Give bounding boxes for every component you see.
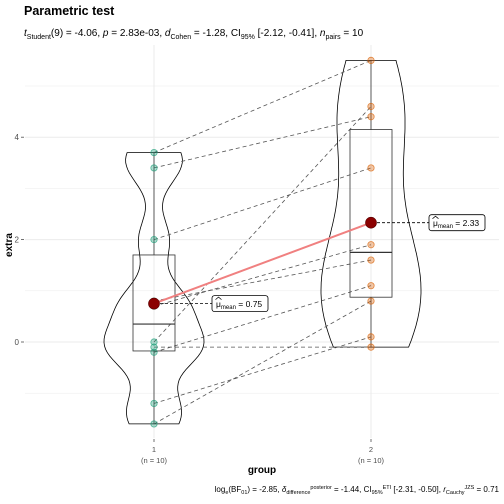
data-point: [367, 333, 375, 341]
pair-line: [153, 300, 372, 425]
data-point: [367, 102, 375, 111]
hat-symbol: [432, 215, 439, 219]
pair-line: [153, 106, 372, 343]
data-point: [150, 343, 158, 351]
boxplots: [132, 60, 393, 424]
data-point: [367, 241, 375, 249]
violins: [103, 60, 422, 425]
violin-1: [103, 152, 205, 425]
mean-label-box: [428, 214, 486, 232]
hat-symbol: [215, 296, 222, 300]
x-tick-label: 1: [152, 445, 156, 454]
x-tick-count: (n = 10): [358, 456, 385, 465]
pair-line: [153, 60, 372, 153]
data-point: [150, 420, 158, 428]
data-point: [150, 348, 158, 356]
chart-subtitle: tStudent(9) = -4.06, p = 2.83e-03, dCohe…: [24, 28, 364, 41]
plot-panel: μmean = 0.75 μmean = 2.33: [25, 45, 499, 438]
mean-point: [148, 297, 160, 310]
data-point: [367, 343, 375, 351]
x-axis: 1 (n = 10) 2 (n = 10): [141, 439, 385, 465]
pair-line: [153, 116, 372, 169]
y-tick-label: 4: [15, 133, 20, 142]
data-points: [150, 56, 375, 428]
pair-line: [153, 336, 372, 404]
data-point: [150, 399, 158, 408]
data-point: [150, 164, 158, 172]
data-point: [367, 297, 375, 305]
pair-line: [153, 167, 372, 240]
mean-label-box: [211, 295, 269, 313]
x-tick-label: 2: [369, 445, 373, 454]
grid: [25, 45, 499, 438]
y-axis-label: extra: [4, 233, 15, 257]
pair-lines: [153, 60, 372, 425]
x-axis-label: group: [248, 465, 276, 476]
violin-2: [320, 60, 422, 348]
y-tick-label: 2: [15, 236, 20, 245]
y-tick-label: 0: [15, 338, 20, 347]
data-point: [367, 164, 375, 172]
pair-line: [153, 285, 372, 353]
data-point: [367, 113, 375, 121]
data-point: [367, 256, 375, 264]
data-point: [367, 282, 375, 290]
data-point: [150, 236, 158, 244]
data-point: [150, 148, 158, 157]
chart-caption: loge(BF01) = -2.85, δdifferenceposterior…: [215, 485, 500, 496]
y-axis: 0 2 4: [15, 133, 24, 347]
mean-point: [365, 216, 377, 229]
mean-labels: μmean = 0.75 μmean = 2.33: [160, 214, 486, 313]
pair-line: [153, 244, 372, 307]
chart-title: Parametric test: [24, 4, 115, 18]
mean-label-text: μmean = 2.33: [433, 218, 479, 230]
pair-line: [153, 259, 372, 302]
mean-label-text: μmean = 0.75: [216, 299, 262, 311]
mean-connector-line: [153, 221, 372, 305]
x-tick-count: (n = 10): [141, 456, 168, 465]
data-point: [150, 338, 158, 346]
data-point: [367, 56, 375, 65]
mean-connector: [148, 216, 377, 310]
